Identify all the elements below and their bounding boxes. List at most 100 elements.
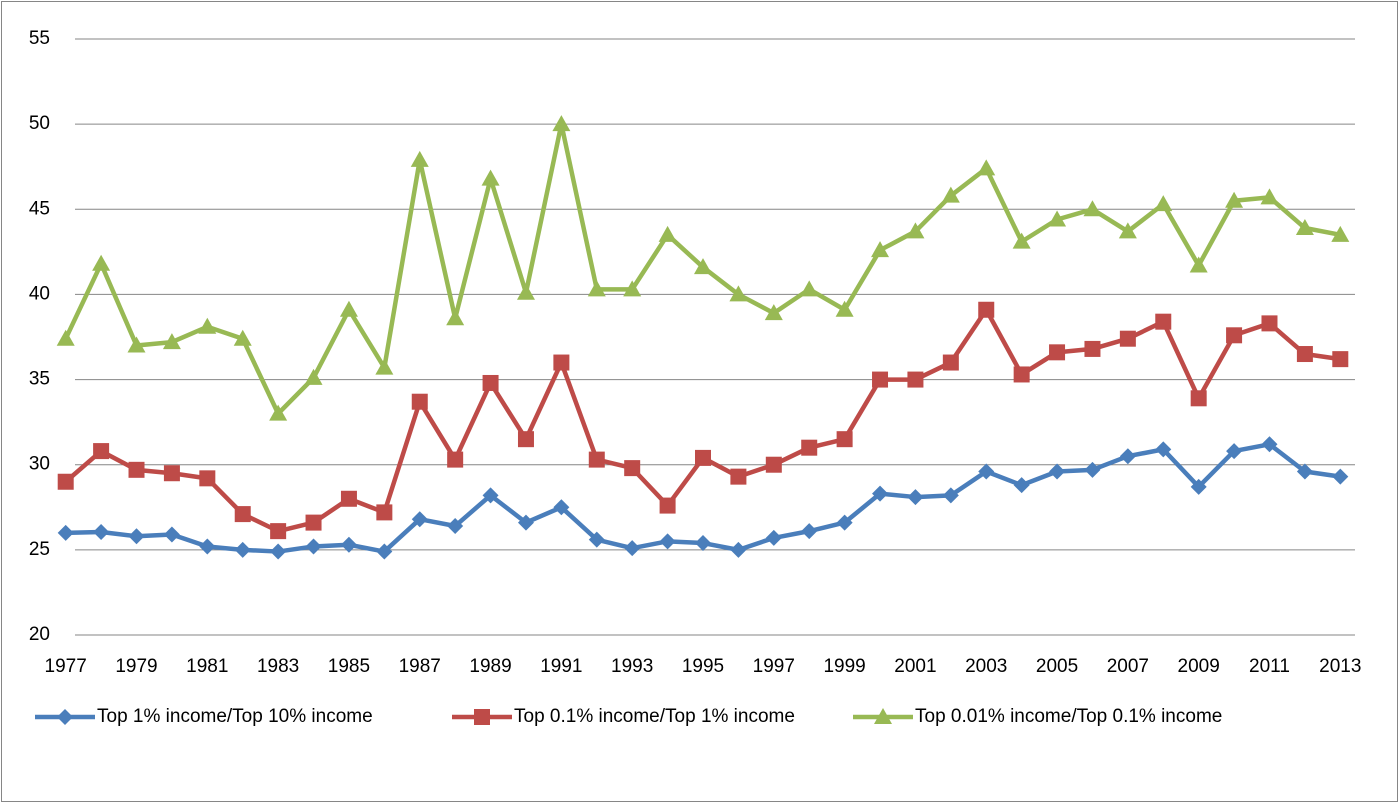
y-tick-label: 25	[29, 539, 50, 560]
marker	[694, 258, 712, 275]
marker	[1226, 327, 1243, 344]
y-tick-label: 45	[29, 198, 50, 219]
marker	[659, 533, 676, 550]
marker	[659, 497, 676, 514]
marker	[411, 511, 428, 528]
marker	[872, 485, 889, 502]
marker	[481, 169, 500, 186]
marker	[588, 531, 605, 548]
x-tick-label: 2003	[965, 656, 1007, 677]
marker	[516, 283, 535, 300]
marker	[411, 393, 428, 410]
y-tick-label: 40	[29, 283, 50, 304]
marker	[801, 439, 818, 456]
marker	[1155, 313, 1172, 330]
marker	[340, 490, 357, 507]
marker	[410, 150, 429, 167]
marker	[375, 358, 394, 375]
marker	[872, 371, 889, 388]
marker	[874, 708, 892, 724]
marker	[695, 535, 711, 552]
marker	[835, 300, 854, 317]
marker	[1084, 340, 1101, 357]
marker	[1119, 330, 1136, 347]
marker	[270, 523, 287, 540]
marker	[376, 504, 393, 521]
marker	[482, 374, 499, 391]
marker	[57, 709, 73, 725]
x-tick-label: 1987	[399, 656, 441, 677]
marker	[270, 543, 287, 560]
marker	[93, 443, 110, 460]
marker	[340, 536, 357, 553]
marker	[234, 541, 251, 558]
marker	[1083, 200, 1102, 217]
marker	[1013, 366, 1030, 383]
x-tick-label: 1991	[540, 656, 582, 677]
legend-label: Top 0.1% income/Top 1% income	[514, 706, 795, 727]
marker	[977, 159, 996, 176]
x-tick-label: 2009	[1178, 656, 1220, 677]
marker	[1048, 210, 1067, 227]
marker	[1190, 390, 1207, 407]
marker	[1119, 448, 1136, 465]
marker	[765, 456, 782, 473]
marker	[199, 538, 216, 555]
x-tick-label: 1999	[823, 656, 865, 677]
x-tick-label: 1995	[682, 656, 724, 677]
marker	[1225, 191, 1244, 208]
marker	[730, 468, 747, 485]
x-tick-label: 1993	[611, 656, 653, 677]
x-tick-label: 2011	[1249, 656, 1290, 677]
marker	[1049, 344, 1066, 361]
marker	[1261, 436, 1278, 453]
marker	[1260, 188, 1279, 205]
marker	[1155, 441, 1172, 458]
x-tick-label: 2007	[1107, 656, 1149, 677]
marker	[587, 280, 606, 297]
marker	[553, 354, 570, 371]
marker	[941, 186, 960, 203]
marker	[765, 529, 782, 546]
marker	[339, 300, 358, 317]
marker	[623, 280, 642, 297]
marker	[57, 524, 74, 541]
marker	[234, 506, 251, 523]
x-tick-label: 1989	[469, 656, 511, 677]
marker	[57, 473, 74, 490]
marker	[92, 254, 111, 271]
x-tick-label: 1981	[186, 656, 228, 677]
marker	[764, 304, 783, 321]
marker	[942, 487, 959, 504]
marker	[801, 523, 818, 540]
marker	[836, 431, 853, 448]
y-tick-label: 20	[29, 624, 50, 645]
marker	[305, 538, 322, 555]
marker	[553, 499, 570, 516]
marker	[658, 225, 677, 242]
marker	[482, 487, 499, 504]
marker	[474, 709, 490, 725]
marker	[729, 285, 748, 302]
marker	[1189, 256, 1208, 273]
marker	[978, 301, 995, 318]
marker	[269, 404, 288, 421]
legend-item: Top 0.1% income/Top 1% income	[452, 706, 795, 727]
marker	[93, 523, 110, 540]
marker	[552, 115, 571, 132]
legend-label: Top 1% income/Top 10% income	[97, 706, 373, 727]
legend-item: Top 0.01% income/Top 0.1% income	[853, 706, 1222, 727]
marker	[624, 540, 641, 557]
marker	[1331, 225, 1350, 242]
marker	[517, 514, 534, 531]
legend-label: Top 0.01% income/Top 0.1% income	[915, 706, 1222, 727]
marker	[1226, 443, 1243, 460]
marker	[1049, 463, 1066, 480]
marker	[907, 489, 924, 506]
marker	[447, 518, 464, 535]
marker	[624, 460, 641, 477]
marker	[162, 333, 181, 350]
marker	[163, 526, 180, 543]
marker	[56, 329, 75, 346]
